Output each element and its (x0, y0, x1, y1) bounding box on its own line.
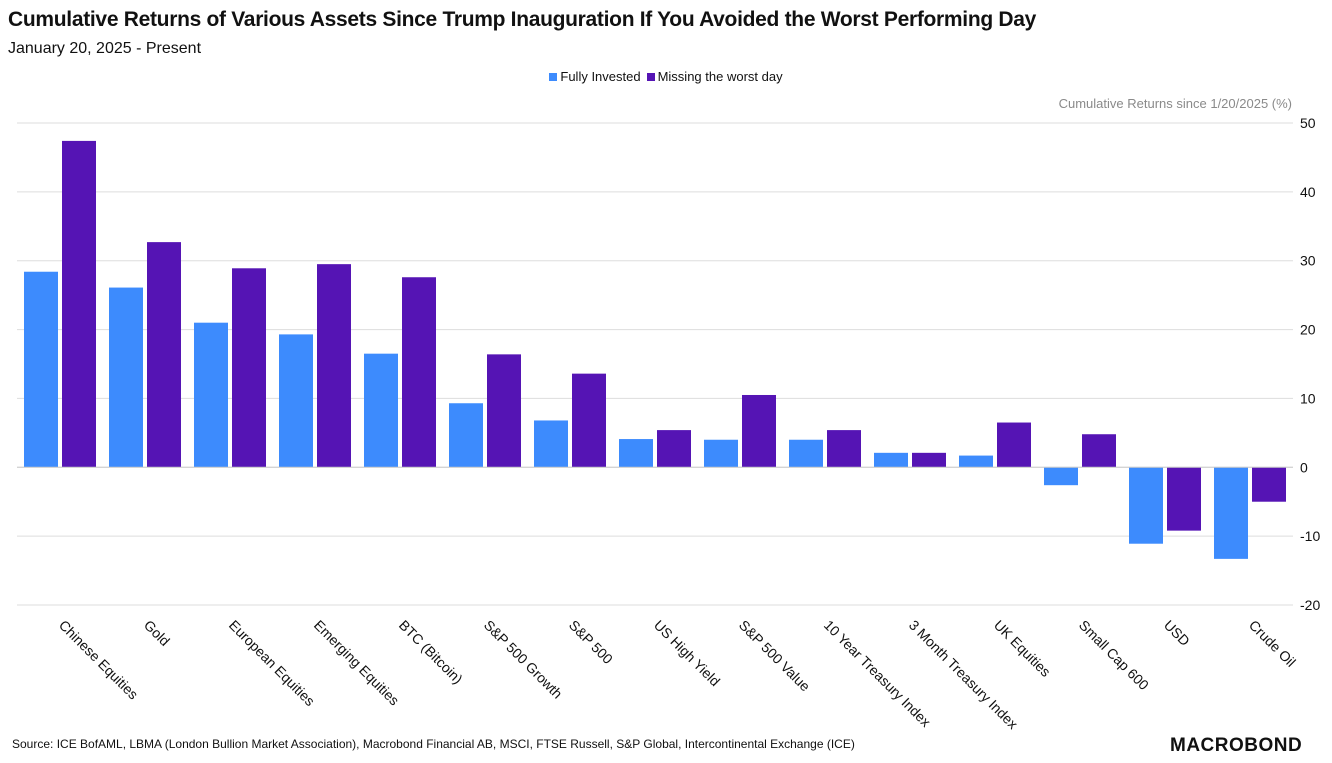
bar-missing-worst-day (62, 140, 96, 468)
bar-fully-invested (24, 271, 58, 468)
bar-missing-worst-day (657, 430, 691, 468)
bar-missing-worst-day (572, 373, 606, 468)
bar-fully-invested (1214, 467, 1248, 559)
bar-fully-invested (959, 455, 993, 468)
bar-missing-worst-day (742, 394, 776, 468)
bar-missing-worst-day (402, 277, 436, 468)
legend-item-fully-invested: Fully Invested (549, 69, 641, 84)
bar-fully-invested (1044, 467, 1078, 486)
bar-missing-worst-day (1167, 467, 1201, 531)
logo-text: MACROBOND (1170, 735, 1302, 755)
source-note: Source: ICE BofAML, LBMA (London Bullion… (12, 737, 855, 751)
bar-fully-invested (789, 439, 823, 468)
bar-missing-worst-day (487, 354, 521, 468)
bar-missing-worst-day (912, 452, 946, 468)
bar-fully-invested (534, 420, 568, 468)
y-tick-label: -20 (1300, 597, 1320, 613)
bar-fully-invested (279, 334, 313, 468)
legend-label-fully-invested: Fully Invested (560, 69, 641, 84)
bar-missing-worst-day (827, 430, 861, 468)
x-tick-label: Emerging Equities (311, 617, 403, 709)
x-tick-label: UK Equities (991, 617, 1054, 680)
bar-missing-worst-day (1252, 467, 1286, 502)
chart-legend: Fully Invested Missing the worst day (0, 69, 1332, 84)
x-tick-label: S&P 500 Value (736, 617, 814, 695)
x-tick-label: USD (1161, 617, 1193, 649)
x-tick-label: European Equities (226, 617, 318, 709)
y-axis-label: Cumulative Returns since 1/20/2025 (%) (1059, 96, 1292, 111)
bar-missing-worst-day (997, 422, 1031, 468)
bar-fully-invested (874, 452, 908, 468)
bar-missing-worst-day (232, 268, 266, 468)
bar-fully-invested (704, 439, 738, 468)
chart-subtitle: January 20, 2025 - Present (8, 40, 202, 57)
macrobond-logo: MACROBOND (1170, 735, 1302, 755)
x-tick-label: Small Cap 600 (1076, 617, 1152, 693)
y-tick-label: 0 (1300, 459, 1308, 475)
x-tick-label: BTC (Bitcoin) (396, 617, 466, 687)
x-tick-label: S&P 500 Growth (481, 617, 566, 702)
bar-fully-invested (1129, 467, 1163, 544)
y-tick-label: 40 (1300, 184, 1316, 200)
legend-item-missing-worst-day: Missing the worst day (646, 69, 783, 84)
legend-swatch-fully-invested (549, 72, 558, 81)
y-tick-label: 20 (1300, 322, 1316, 338)
chart-title: Cumulative Returns of Various Assets Sin… (8, 8, 1037, 31)
x-tick-label: Gold (141, 617, 173, 649)
bar-missing-worst-day (317, 264, 351, 468)
bar-fully-invested (449, 403, 483, 468)
bar-missing-worst-day (1082, 434, 1116, 468)
bar-fully-invested (194, 322, 228, 468)
legend-swatch-missing-worst-day (646, 72, 655, 81)
x-tick-label: S&P 500 (566, 617, 616, 667)
x-tick-label: US High Yield (651, 617, 723, 689)
x-tick-label: Crude Oil (1246, 617, 1299, 670)
y-tick-label: 50 (1300, 115, 1316, 131)
x-tick-label: Chinese Equities (56, 617, 142, 703)
legend-label-missing-worst-day: Missing the worst day (657, 69, 783, 84)
bar-fully-invested (619, 439, 653, 468)
y-tick-label: 10 (1300, 390, 1316, 406)
y-tick-label: 30 (1300, 253, 1316, 269)
bar-missing-worst-day (147, 242, 181, 468)
bar-fully-invested (364, 353, 398, 468)
bar-fully-invested (109, 287, 143, 468)
y-tick-label: -10 (1300, 528, 1320, 544)
